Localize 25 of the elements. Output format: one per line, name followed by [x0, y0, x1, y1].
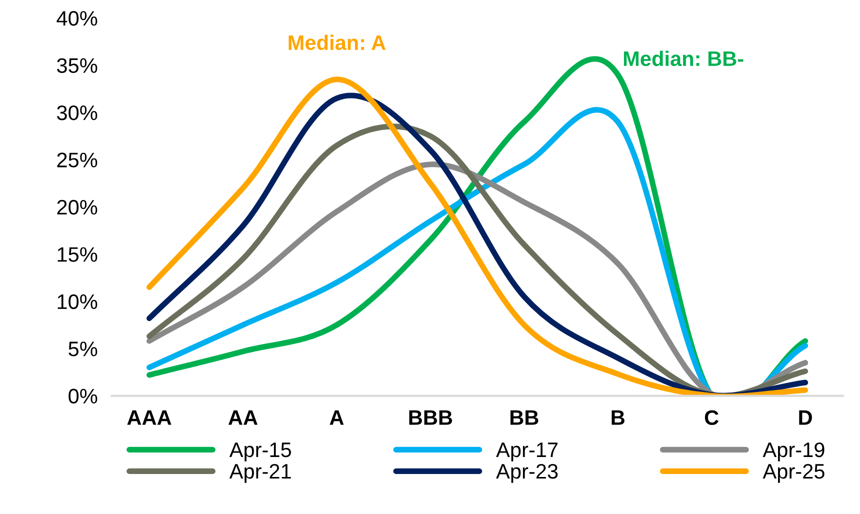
legend-label: Apr-15: [229, 442, 291, 462]
y-tick-label: 5%: [68, 342, 98, 356]
legend-label: Apr-19: [762, 442, 824, 462]
y-tick-label: 10%: [58, 294, 98, 310]
x-tick-label: D: [799, 410, 812, 425]
y-tick-label: 30%: [57, 105, 98, 120]
legend-label: Apr-25: [762, 464, 824, 483]
y-tick-label: 20%: [57, 200, 98, 215]
y-tick-label: 0%: [68, 388, 98, 404]
y-tick-label: 35%: [57, 58, 98, 73]
x-tick-label: AA: [228, 410, 258, 425]
x-tick-label: BB: [510, 410, 538, 425]
x-tick-label: BBB: [409, 410, 452, 425]
legend-label: Apr-21: [229, 464, 291, 483]
legend-label: Apr-23: [496, 464, 558, 483]
legend-label: Apr-17: [496, 442, 558, 462]
y-tick-label: 15%: [58, 247, 98, 262]
x-tick-label: C: [704, 410, 719, 425]
x-tick-label: A: [330, 410, 344, 425]
x-tick-label: B: [612, 410, 624, 425]
y-tick-label: 40%: [56, 10, 98, 26]
annotation: Median: A: [288, 34, 386, 50]
annotation: Median: BB-: [624, 50, 744, 66]
y-tick-label: 25%: [57, 152, 98, 168]
x-tick-label: AAA: [127, 410, 172, 425]
